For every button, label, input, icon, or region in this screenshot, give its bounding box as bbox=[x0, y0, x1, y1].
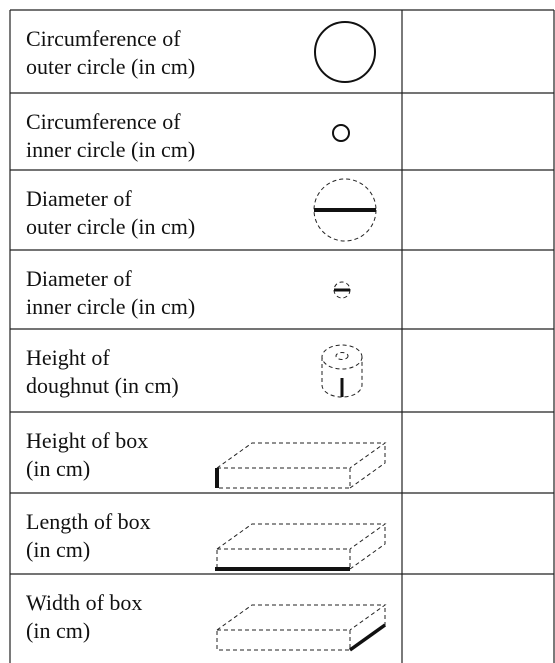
icon-outer-diameter bbox=[313, 178, 377, 242]
row-label: inner circle (in cm) bbox=[26, 294, 195, 319]
row-label: outer circle (in cm) bbox=[26, 54, 195, 79]
row-label: Height of box bbox=[26, 428, 148, 453]
row-label: (in cm) bbox=[26, 456, 90, 481]
row-label: doughnut (in cm) bbox=[26, 373, 179, 398]
icon-box-height bbox=[215, 442, 386, 489]
icon-inner-circle bbox=[332, 124, 350, 142]
row-label: (in cm) bbox=[26, 537, 90, 562]
icon-inner-diameter bbox=[333, 281, 351, 299]
row-label: Height of bbox=[26, 345, 110, 370]
row-label: Circumference of bbox=[26, 109, 181, 134]
icon-box-length bbox=[215, 523, 386, 571]
row-label: Circumference of bbox=[26, 26, 181, 51]
table-grid bbox=[9, 9, 555, 663]
icon-outer-circle bbox=[314, 21, 376, 83]
row-label: (in cm) bbox=[26, 618, 90, 643]
icon-box-width bbox=[216, 604, 387, 652]
row-label: outer circle (in cm) bbox=[26, 214, 195, 239]
icon-doughnut bbox=[321, 344, 363, 398]
row-label: Diameter of bbox=[26, 186, 132, 211]
row-label: Length of box bbox=[26, 509, 151, 534]
row-label: Width of box bbox=[26, 590, 142, 615]
row-label: Diameter of bbox=[26, 266, 132, 291]
row-label: inner circle (in cm) bbox=[26, 137, 195, 162]
